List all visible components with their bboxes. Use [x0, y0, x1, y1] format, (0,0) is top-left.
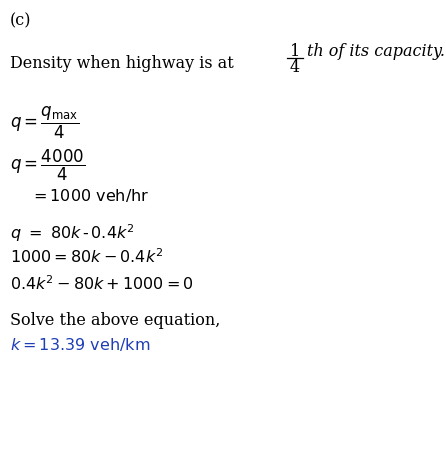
Text: $q = \dfrac{4000}{4}$: $q = \dfrac{4000}{4}$	[10, 148, 85, 183]
Text: $q = \dfrac{q_{\mathrm{max}}}{4}$: $q = \dfrac{q_{\mathrm{max}}}{4}$	[10, 105, 79, 141]
Text: (c): (c)	[10, 12, 32, 29]
Text: $q \ = \ 80k\,\text{-}\,0.4k^2$: $q \ = \ 80k\,\text{-}\,0.4k^2$	[10, 222, 135, 244]
Text: 1: 1	[290, 43, 300, 60]
Text: 4: 4	[290, 59, 300, 76]
Text: $k = 13.39\ \mathrm{veh/km}$: $k = 13.39\ \mathrm{veh/km}$	[10, 337, 150, 354]
Text: Solve the above equation,: Solve the above equation,	[10, 312, 220, 329]
Text: $= 1000\ \mathrm{veh/hr}$: $= 1000\ \mathrm{veh/hr}$	[30, 188, 149, 205]
Text: Density when highway is at: Density when highway is at	[10, 55, 239, 72]
Text: $0.4k^2 - 80k + 1000 = 0$: $0.4k^2 - 80k + 1000 = 0$	[10, 275, 194, 294]
Text: $1000 = 80k - 0.4k^2$: $1000 = 80k - 0.4k^2$	[10, 248, 164, 267]
Text: th of its capacity.: th of its capacity.	[307, 43, 445, 60]
